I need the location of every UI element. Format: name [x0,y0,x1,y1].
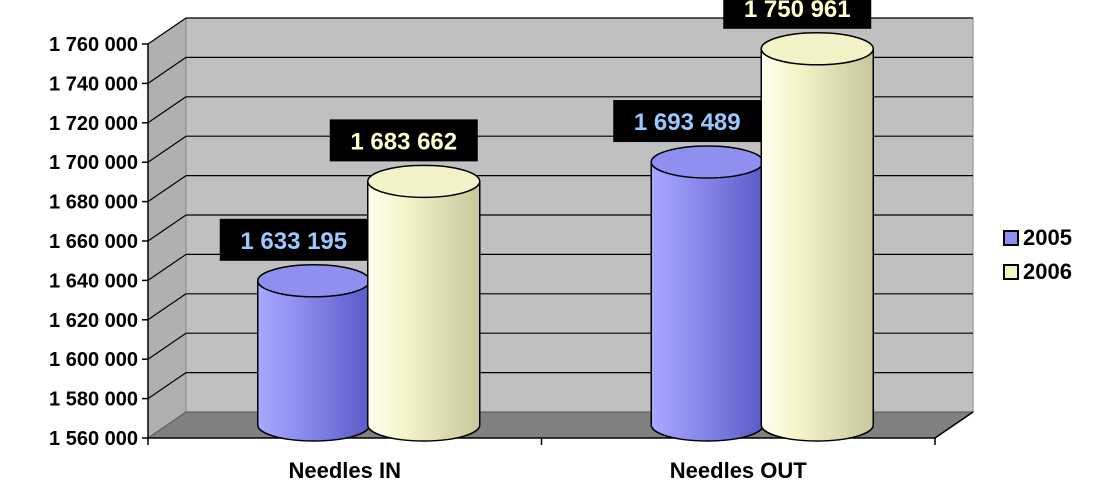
bar [760,48,874,442]
data-label-text: 1 693 489 [634,109,741,136]
y-tick-label: 1 580 000 [49,389,138,411]
legend-label: 2006 [1023,259,1072,284]
gridline-side [147,135,187,163]
bar [257,280,371,442]
gridline-side [147,96,187,124]
gridline-side [147,372,187,400]
gridline-side [147,17,187,45]
legend-item-2006: 2006 [993,258,1103,286]
data-label-box [723,0,872,29]
data-label: 1 633 195 [219,218,368,261]
data-label: 1 693 489 [613,100,762,143]
legend-item-2005: 2005 [993,224,1103,252]
bar [650,161,764,442]
legend-label: 2005 [1023,225,1072,250]
data-label-text: 1 683 662 [350,128,457,155]
data-label-box [329,119,478,162]
y-tick-label: 1 760 000 [49,34,138,56]
data-label-box [219,218,368,261]
x-axis-depth [934,411,974,439]
bar-top [367,164,481,199]
y-tick-label: 1 680 000 [49,192,138,214]
data-label-text: 1 750 961 [744,0,851,23]
data-label: 1 750 961 [723,0,872,29]
gridline-side [147,332,187,360]
y-tick-label: 1 660 000 [49,231,138,253]
y-tick-label: 1 740 000 [49,73,138,95]
x-tick-label: Needles OUT [670,458,807,483]
gridline-side [147,293,187,321]
legend-swatch-2006 [1003,264,1019,280]
y-tick-label: 1 600 000 [49,349,138,371]
gridline-side [147,56,187,84]
x-tick-label: Needles IN [289,458,402,483]
bar-top [760,32,874,66]
bar-top [650,145,764,179]
bar-top [257,264,371,298]
gridline-side [147,253,187,281]
y-tick-label: 1 640 000 [49,270,138,292]
y-tick-label: 1 560 000 [49,428,138,450]
gridline-side [147,214,187,242]
data-label-text: 1 633 195 [240,228,347,255]
y-tick-label: 1 720 000 [49,113,138,135]
y-tick-label: 1 620 000 [49,310,138,332]
data-label-box [613,100,762,143]
gridline-side [147,175,187,203]
data-label: 1 683 662 [329,119,478,162]
legend: 2005 2006 [993,218,1103,304]
bar [367,180,481,442]
legend-swatch-2005 [1003,230,1019,246]
y-tick-label: 1 700 000 [49,152,138,174]
